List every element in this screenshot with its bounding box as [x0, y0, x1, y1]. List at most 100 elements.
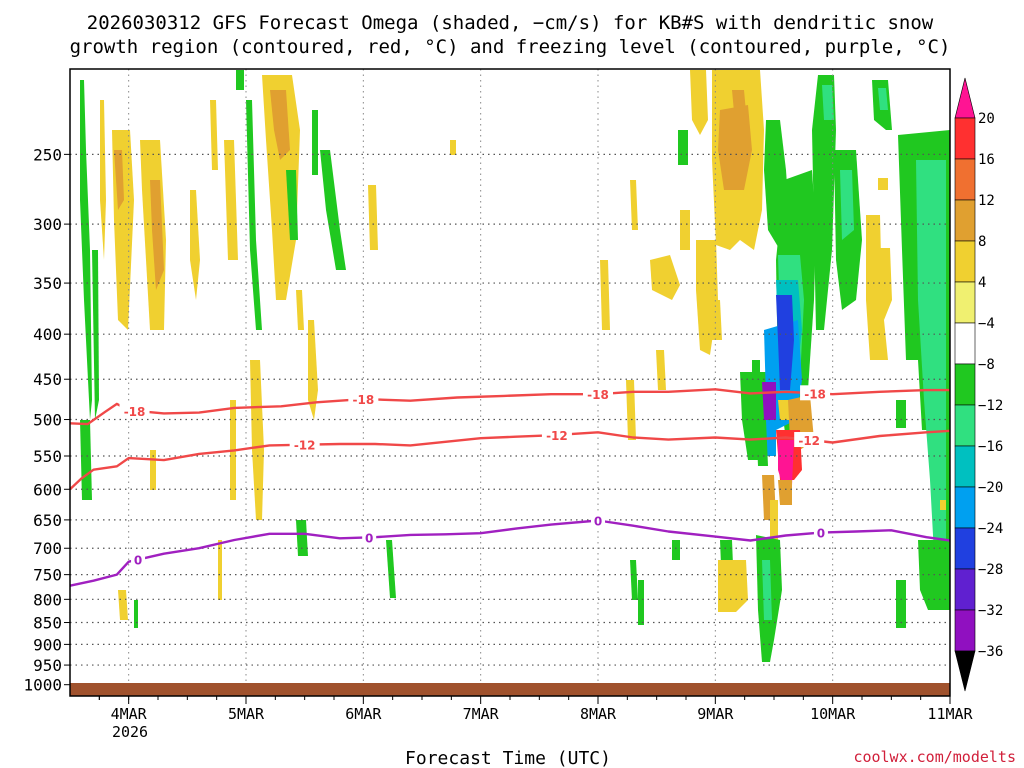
omega-patch-yellow: [770, 500, 778, 545]
contour-line: [69, 519, 951, 587]
omega-patch-yellow: [708, 300, 722, 340]
y-tick-label: 700: [33, 539, 62, 558]
contour-label: 0: [365, 531, 373, 545]
y-tick-label: 450: [33, 370, 62, 389]
colorbar-segment: [954, 281, 976, 324]
omega-patch-yellow: [218, 540, 222, 600]
colorbar-bottom-arrow: [954, 650, 976, 692]
y-tick-label: 750: [33, 566, 62, 585]
omega-patch-yellow: [296, 290, 304, 330]
contour-label-background: [794, 432, 825, 448]
colorbar-tick-label: −8: [978, 357, 995, 373]
omega-patch-green: [896, 400, 906, 428]
contour-label-background: [289, 436, 320, 452]
colorbar-tick-label: −32: [978, 603, 1003, 619]
omega-patch-yellow: [718, 560, 748, 612]
omega-patch-yellow: [626, 380, 636, 440]
omega-patch-green: [752, 360, 760, 372]
omega-patch-green: [812, 75, 836, 330]
y-tick-label: 300: [33, 215, 62, 234]
contour-label: -18: [124, 405, 146, 419]
colorbar-tick-label: −20: [978, 480, 1003, 496]
colorbar-tick-label: −36: [978, 644, 1003, 660]
x-tick-label: 11MAR: [927, 705, 973, 723]
x-tick-label: 6MAR: [345, 705, 382, 723]
omega-patch-yellow: [262, 75, 300, 300]
colorbar-tick-label: 4: [978, 275, 986, 291]
y-tick-label: 850: [33, 614, 62, 633]
colorbar-tick-label: −24: [978, 521, 1003, 537]
contour-label-background: [591, 512, 605, 528]
x-year-label: 2026: [112, 723, 148, 741]
x-tick-label: 9MAR: [697, 705, 734, 723]
omega-patch-teal: [878, 88, 888, 110]
contour-label-background: [541, 426, 572, 442]
colorbar-segment: [954, 199, 976, 242]
y-tick-label: 800: [33, 590, 62, 609]
omega-patch-teal: [840, 170, 854, 240]
contour-label-background: [813, 524, 828, 540]
contour-label: -12: [294, 439, 316, 453]
contour-label-background: [800, 385, 831, 401]
omega-patch-yellow: [600, 260, 610, 330]
omega-patch-yellow: [210, 100, 218, 170]
y-tick-label: 650: [33, 511, 62, 530]
x-tick-label: 8MAR: [580, 705, 617, 723]
colorbar-segment: [954, 158, 976, 201]
omega-patch-teal: [822, 85, 834, 120]
colorbar-tick-label: −28: [978, 562, 1003, 578]
colorbar-segment: [954, 609, 976, 652]
omega-patch-green: [134, 600, 138, 628]
omega-patch-orange: [114, 150, 124, 210]
omega-patch-orange: [718, 105, 752, 190]
omega-patch-green: [92, 250, 99, 420]
contour-label: -18: [352, 393, 374, 407]
omega-patch-green: [630, 560, 638, 600]
omega-patch-green: [320, 150, 346, 270]
omega-patch-green: [756, 420, 768, 466]
omega-patch-yellow: [368, 185, 378, 250]
source-credit: coolwx.com/modelts: [853, 748, 1016, 766]
omega-patch-green: [286, 170, 298, 240]
chart-title-line-2: growth region (contoured, red, °C) and f…: [70, 36, 951, 58]
contour-label: 0: [817, 527, 825, 541]
x-tick-label: 4MAR: [111, 705, 148, 723]
colorbar-tick-label: −12: [978, 398, 1003, 414]
y-tick-label: 600: [33, 480, 62, 499]
y-tick-label: 250: [33, 145, 62, 164]
contour-label: -12: [546, 429, 568, 443]
omega-patch-green: [246, 100, 262, 330]
omega-patch-yellow: [190, 190, 200, 300]
colorbar-tick-label: −16: [978, 439, 1003, 455]
colorbar-tick-label: 16: [978, 152, 995, 168]
colorbar-tick-label: −4: [978, 316, 995, 332]
omega-patch-green: [236, 70, 244, 90]
colorbar-segment: [954, 527, 976, 570]
omega-patch-orange: [150, 180, 164, 290]
y-tick-label: 500: [33, 411, 62, 430]
omega-patch-yellow: [650, 255, 680, 300]
contour-label: -18: [587, 388, 609, 402]
y-tick-label: 1000: [23, 676, 62, 695]
omega-patch-yellow: [940, 500, 946, 510]
colorbar-tick-label: 8: [978, 234, 986, 250]
contour-label-background: [348, 391, 379, 407]
y-tick-label: 350: [33, 274, 62, 293]
colorbar-segment: [954, 363, 976, 406]
omega-patch-green: [296, 520, 308, 556]
colorbar-segment: [954, 445, 976, 488]
omega-patch-yellow: [308, 320, 318, 420]
colorbar-tick-label: 20: [978, 111, 995, 127]
colorbar-segment: [954, 486, 976, 529]
contour-label-background: [131, 551, 146, 567]
omega-patch-blue: [776, 295, 794, 390]
contour-label-background: [583, 386, 613, 402]
contour-label: 0: [594, 514, 602, 528]
omega-patch-orange: [778, 480, 792, 505]
contour-line: [69, 429, 951, 491]
omega-patch-pink: [778, 440, 794, 490]
omega-patch-yellow: [450, 140, 456, 155]
temperature-contours: -18 -18 -18 -18 -12 -12 -12 0 0 0 0: [69, 385, 951, 587]
omega-patch-yellow: [250, 360, 264, 520]
